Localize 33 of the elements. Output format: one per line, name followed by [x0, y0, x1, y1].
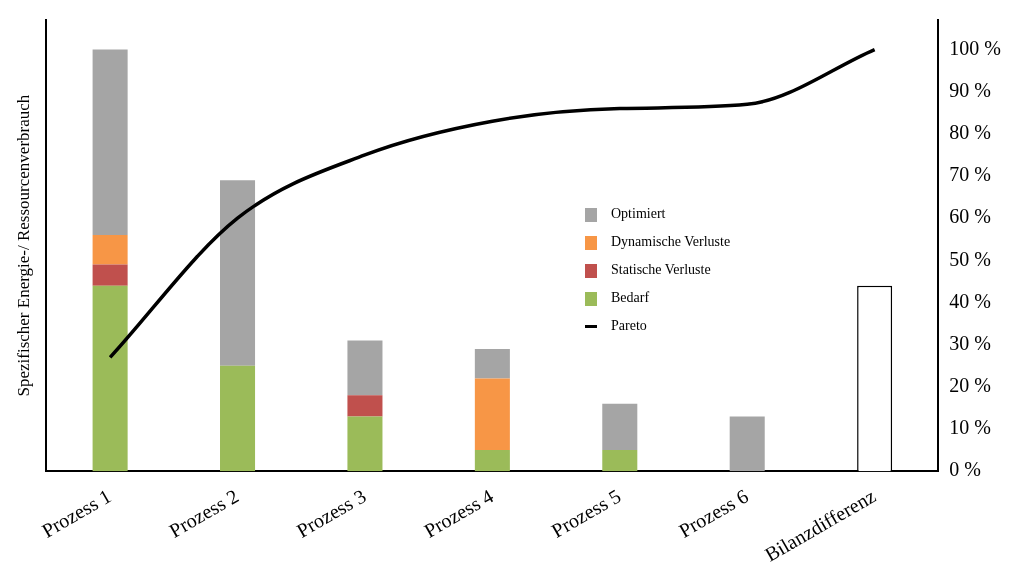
line-series: [108, 47, 877, 360]
bar: [220, 180, 256, 366]
bar: [602, 403, 638, 451]
y2-tick-label: 0 %: [949, 458, 982, 481]
y2-tick-label: 40 %: [949, 289, 992, 312]
bar: [347, 340, 383, 396]
y2-tick-label: 80 %: [949, 121, 992, 144]
bar: [220, 365, 256, 472]
y2-tick-label: 70 %: [949, 163, 992, 186]
y2-tick-label: 60 %: [949, 205, 992, 228]
y2-tick-label: 90 %: [949, 78, 992, 101]
y2-tick-label: 20 %: [949, 374, 992, 397]
legend-label: Statische Verluste: [611, 262, 711, 277]
bar: [92, 264, 128, 286]
bar: [347, 395, 383, 417]
bar: [92, 49, 128, 236]
y2-tick-label: 50 %: [949, 247, 992, 270]
legend-label: Optimiert: [611, 206, 666, 221]
bar: [474, 348, 510, 379]
bar: [92, 285, 128, 472]
bar: [474, 378, 510, 451]
legend-label: Bedarf: [611, 290, 650, 305]
y2-tick-label: 30 %: [949, 331, 992, 354]
bar: [474, 450, 510, 472]
y2-tick-label: 10 %: [949, 416, 992, 439]
y-axis-title: Spezifischer Energie-/ Ressourcenverbrauch: [13, 94, 33, 397]
legend-label: Pareto: [611, 318, 647, 333]
legend-label: Dynamische Verluste: [611, 234, 731, 249]
bar: [92, 235, 128, 265]
bar: [729, 416, 765, 472]
y2-tick-label: 100 %: [949, 36, 1002, 59]
bar: [602, 450, 638, 472]
bar: [347, 416, 383, 472]
